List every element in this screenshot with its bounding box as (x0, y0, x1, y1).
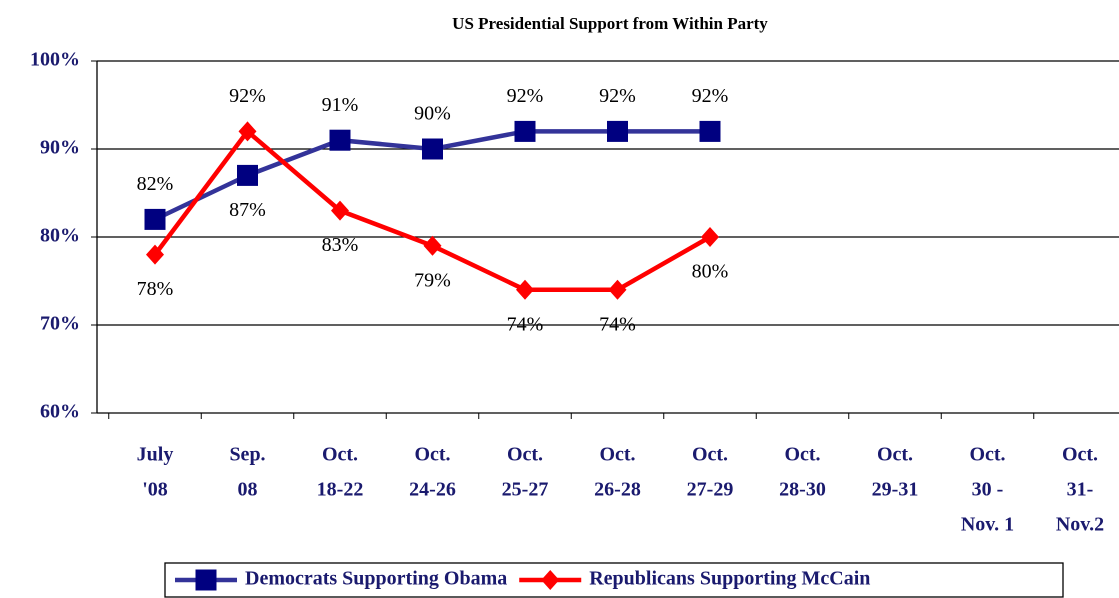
marker (607, 120, 628, 142)
x-tick-label: Oct. (877, 444, 913, 466)
x-tick-label: 18-22 (317, 479, 364, 501)
marker (608, 279, 627, 300)
x-tick-label: Oct. (784, 444, 820, 466)
y-tick-label: 70% (40, 313, 80, 335)
value-label: 90% (414, 103, 451, 125)
x-tick-label: Nov.2 (1056, 514, 1104, 536)
y-tick-label: 90% (40, 137, 80, 159)
y-tick-label: 100% (30, 49, 80, 71)
x-tick-label: 28-30 (779, 479, 826, 501)
value-label: 91% (322, 94, 359, 116)
marker (541, 570, 560, 590)
marker (516, 279, 534, 300)
x-tick-label: July (137, 444, 174, 466)
value-label: 92% (692, 85, 729, 107)
y-tick-label: 80% (40, 225, 80, 247)
value-label: 92% (599, 85, 636, 107)
x-tick-label: 27-29 (687, 479, 734, 501)
marker (329, 129, 351, 151)
x-tick-label: 08 (238, 479, 258, 501)
marker (701, 227, 719, 247)
x-tick-label: 25-27 (502, 479, 549, 501)
value-label: 80% (692, 261, 729, 283)
x-tick-label: 31- (1067, 479, 1094, 501)
marker (146, 244, 164, 265)
x-tick-label: Nov. 1 (961, 514, 1014, 536)
x-tick-label: Sep. (229, 444, 265, 466)
value-label: 74% (507, 313, 544, 335)
value-label: 83% (322, 234, 359, 256)
x-tick-label: 24-26 (409, 479, 456, 501)
value-label: 92% (507, 85, 544, 107)
legend-label: Republicans Supporting McCain (589, 568, 870, 590)
x-tick-label: Oct. (692, 444, 728, 466)
x-tick-label: Oct. (1062, 444, 1098, 466)
value-label: 78% (137, 278, 174, 300)
value-label: 74% (599, 313, 636, 335)
x-tick-label: Oct. (414, 444, 450, 466)
value-label: 87% (229, 199, 266, 221)
marker (144, 208, 166, 230)
x-tick-label: 29-31 (872, 479, 919, 501)
marker (238, 121, 257, 142)
marker (237, 164, 258, 186)
x-tick-label: Oct. (507, 444, 543, 466)
marker (699, 120, 721, 142)
x-tick-label: 26-28 (594, 479, 641, 501)
chart-title: US Presidential Support from Within Part… (452, 14, 768, 33)
x-tick-label: Oct. (969, 444, 1005, 466)
x-tick-label: '08 (142, 479, 168, 501)
legend: Democrats Supporting Obama Republicans Su… (164, 562, 1064, 598)
value-label: 82% (137, 173, 174, 195)
marker (423, 235, 442, 256)
x-tick-label: Oct. (599, 444, 635, 466)
marker (195, 569, 217, 591)
legend-box (164, 562, 1064, 598)
y-tick-label: 60% (40, 401, 80, 423)
marker (422, 138, 443, 160)
legend-label: Democrats Supporting Obama (245, 568, 507, 590)
value-label: 79% (414, 269, 451, 291)
x-tick-label: 30 - (972, 479, 1004, 501)
x-tick-label: Oct. (322, 444, 358, 466)
marker (331, 200, 349, 221)
value-label: 92% (229, 85, 266, 107)
marker (514, 120, 536, 142)
